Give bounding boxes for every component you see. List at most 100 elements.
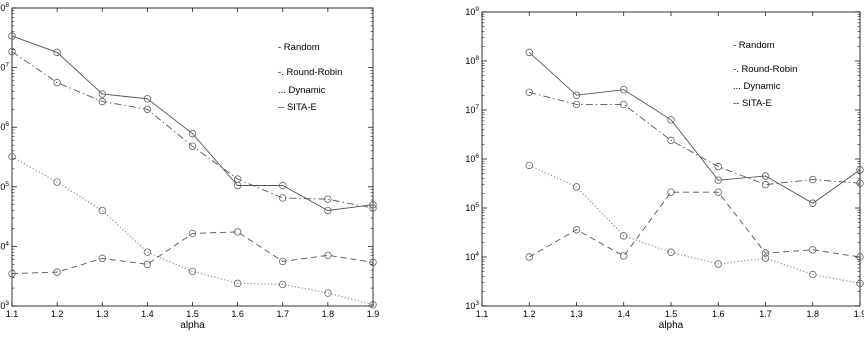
data-point-marker xyxy=(667,188,675,196)
chart-panel-2: 103 104 105 106 107 108 109 1.1 1.2 1.3 1.4 1.5 1.6 1… xyxy=(465,6,864,331)
series-line-round-robin xyxy=(11,51,374,209)
y-tick-label: 108 xyxy=(465,55,479,66)
data-point-marker xyxy=(620,232,628,240)
data-point-marker xyxy=(714,176,722,184)
data-point-marker xyxy=(279,194,287,202)
data-point-marker xyxy=(856,166,864,174)
data-point-marker xyxy=(572,183,581,191)
x-tick-label: 1.1 xyxy=(6,309,19,319)
series-line-sita-e xyxy=(11,231,374,275)
legend-entry: -. Round-Robin xyxy=(278,67,342,78)
data-point-marker xyxy=(188,142,197,150)
data-point-marker xyxy=(233,279,242,288)
x-tick-label: 1.8 xyxy=(806,309,819,319)
data-point-marker xyxy=(525,161,533,170)
data-point-marker xyxy=(369,301,377,309)
data-point-marker xyxy=(233,175,242,183)
x-tick-label: 1.5 xyxy=(665,309,678,319)
y-tick-label: 108 xyxy=(0,2,9,13)
data-point-marker xyxy=(714,260,722,268)
data-point-marker xyxy=(856,279,864,288)
data-point-marker xyxy=(279,181,287,190)
x-tick-label: 1.2 xyxy=(51,309,64,319)
data-point-marker xyxy=(525,253,533,261)
x-tick-label: 1.3 xyxy=(96,309,109,319)
x-tick-label: 1.6 xyxy=(231,309,244,319)
y-tick-label: 106 xyxy=(465,153,479,164)
data-point-marker xyxy=(8,32,16,40)
y-tick-label: 105 xyxy=(0,181,9,192)
x-axis-label: alpha xyxy=(180,320,205,331)
data-point-marker xyxy=(620,100,628,109)
data-point-marker xyxy=(667,136,675,145)
data-point-marker xyxy=(620,252,628,260)
data-point-marker xyxy=(761,254,770,262)
legend-entry: ... Dynamic xyxy=(278,85,326,96)
x-tick-label: 1.9 xyxy=(367,309,380,319)
data-point-marker xyxy=(856,179,864,187)
chart-panel-1: 103 104 105 106 107 108 1.1 1.2 1.3 1.4 1.5 1.6 1.7 1… xyxy=(0,2,379,331)
data-point-marker xyxy=(53,178,61,186)
data-point-marker xyxy=(809,246,817,254)
data-point-marker xyxy=(572,100,581,109)
y-tick-label: 107 xyxy=(465,104,479,115)
legend-entry: - Random xyxy=(733,40,775,51)
x-tick-label: 1.9 xyxy=(854,309,864,319)
data-point-marker xyxy=(53,78,61,87)
y-tick-label: 106 xyxy=(0,121,9,132)
data-point-marker xyxy=(8,269,16,278)
data-point-marker xyxy=(572,91,581,99)
x-tick-label: 1.7 xyxy=(759,309,772,319)
data-point-marker xyxy=(143,95,152,103)
data-point-marker xyxy=(143,260,152,269)
data-point-marker xyxy=(324,206,332,215)
data-point-marker xyxy=(143,248,152,256)
legend-entry: -- SITA-E xyxy=(278,102,317,113)
data-point-marker xyxy=(856,253,864,261)
legend-entry: -. Round-Robin xyxy=(733,64,797,75)
data-point-marker xyxy=(761,172,770,180)
y-tick-label: 103 xyxy=(0,300,9,311)
data-point-marker xyxy=(279,257,287,266)
x-tick-label: 1.8 xyxy=(322,309,335,319)
data-point-marker xyxy=(809,270,817,279)
data-point-marker xyxy=(667,248,675,256)
legend-entry: ... Dynamic xyxy=(733,81,781,92)
data-point-marker xyxy=(188,229,197,238)
data-point-marker xyxy=(233,228,242,236)
data-point-marker xyxy=(324,195,332,203)
x-tick-label: 1.7 xyxy=(276,309,289,319)
data-point-marker xyxy=(98,97,106,106)
data-point-marker xyxy=(620,85,628,94)
data-point-marker xyxy=(98,254,106,263)
data-point-marker xyxy=(98,206,106,215)
x-tick-label: 1.4 xyxy=(141,309,154,319)
data-point-marker xyxy=(761,249,770,257)
series-line-random xyxy=(528,52,861,204)
data-point-marker xyxy=(761,180,770,189)
data-point-marker xyxy=(279,280,287,289)
y-tick-label: 104 xyxy=(465,251,479,262)
data-point-marker xyxy=(53,48,61,57)
data-point-marker xyxy=(809,199,817,207)
data-point-marker xyxy=(324,289,332,297)
series-line-dynamic xyxy=(529,164,861,284)
data-point-marker xyxy=(53,268,61,276)
y-tick-label: 104 xyxy=(0,240,9,251)
data-point-marker xyxy=(8,152,16,161)
data-point-marker xyxy=(525,48,533,57)
data-point-marker xyxy=(714,188,722,196)
x-tick-label: 1.3 xyxy=(570,309,583,319)
x-axis-label: alpha xyxy=(659,320,684,331)
data-point-marker xyxy=(667,116,675,124)
legend-entry: - Random xyxy=(278,42,320,53)
y-tick-label: 109 xyxy=(465,6,479,17)
data-point-marker xyxy=(324,251,332,259)
y-tick-label: 105 xyxy=(465,202,479,213)
x-tick-label: 1.1 xyxy=(476,309,489,319)
data-point-marker xyxy=(188,267,197,276)
series-line-random xyxy=(11,35,374,211)
y-tick-label: 107 xyxy=(0,62,9,73)
series-line-sita-e xyxy=(529,191,861,258)
